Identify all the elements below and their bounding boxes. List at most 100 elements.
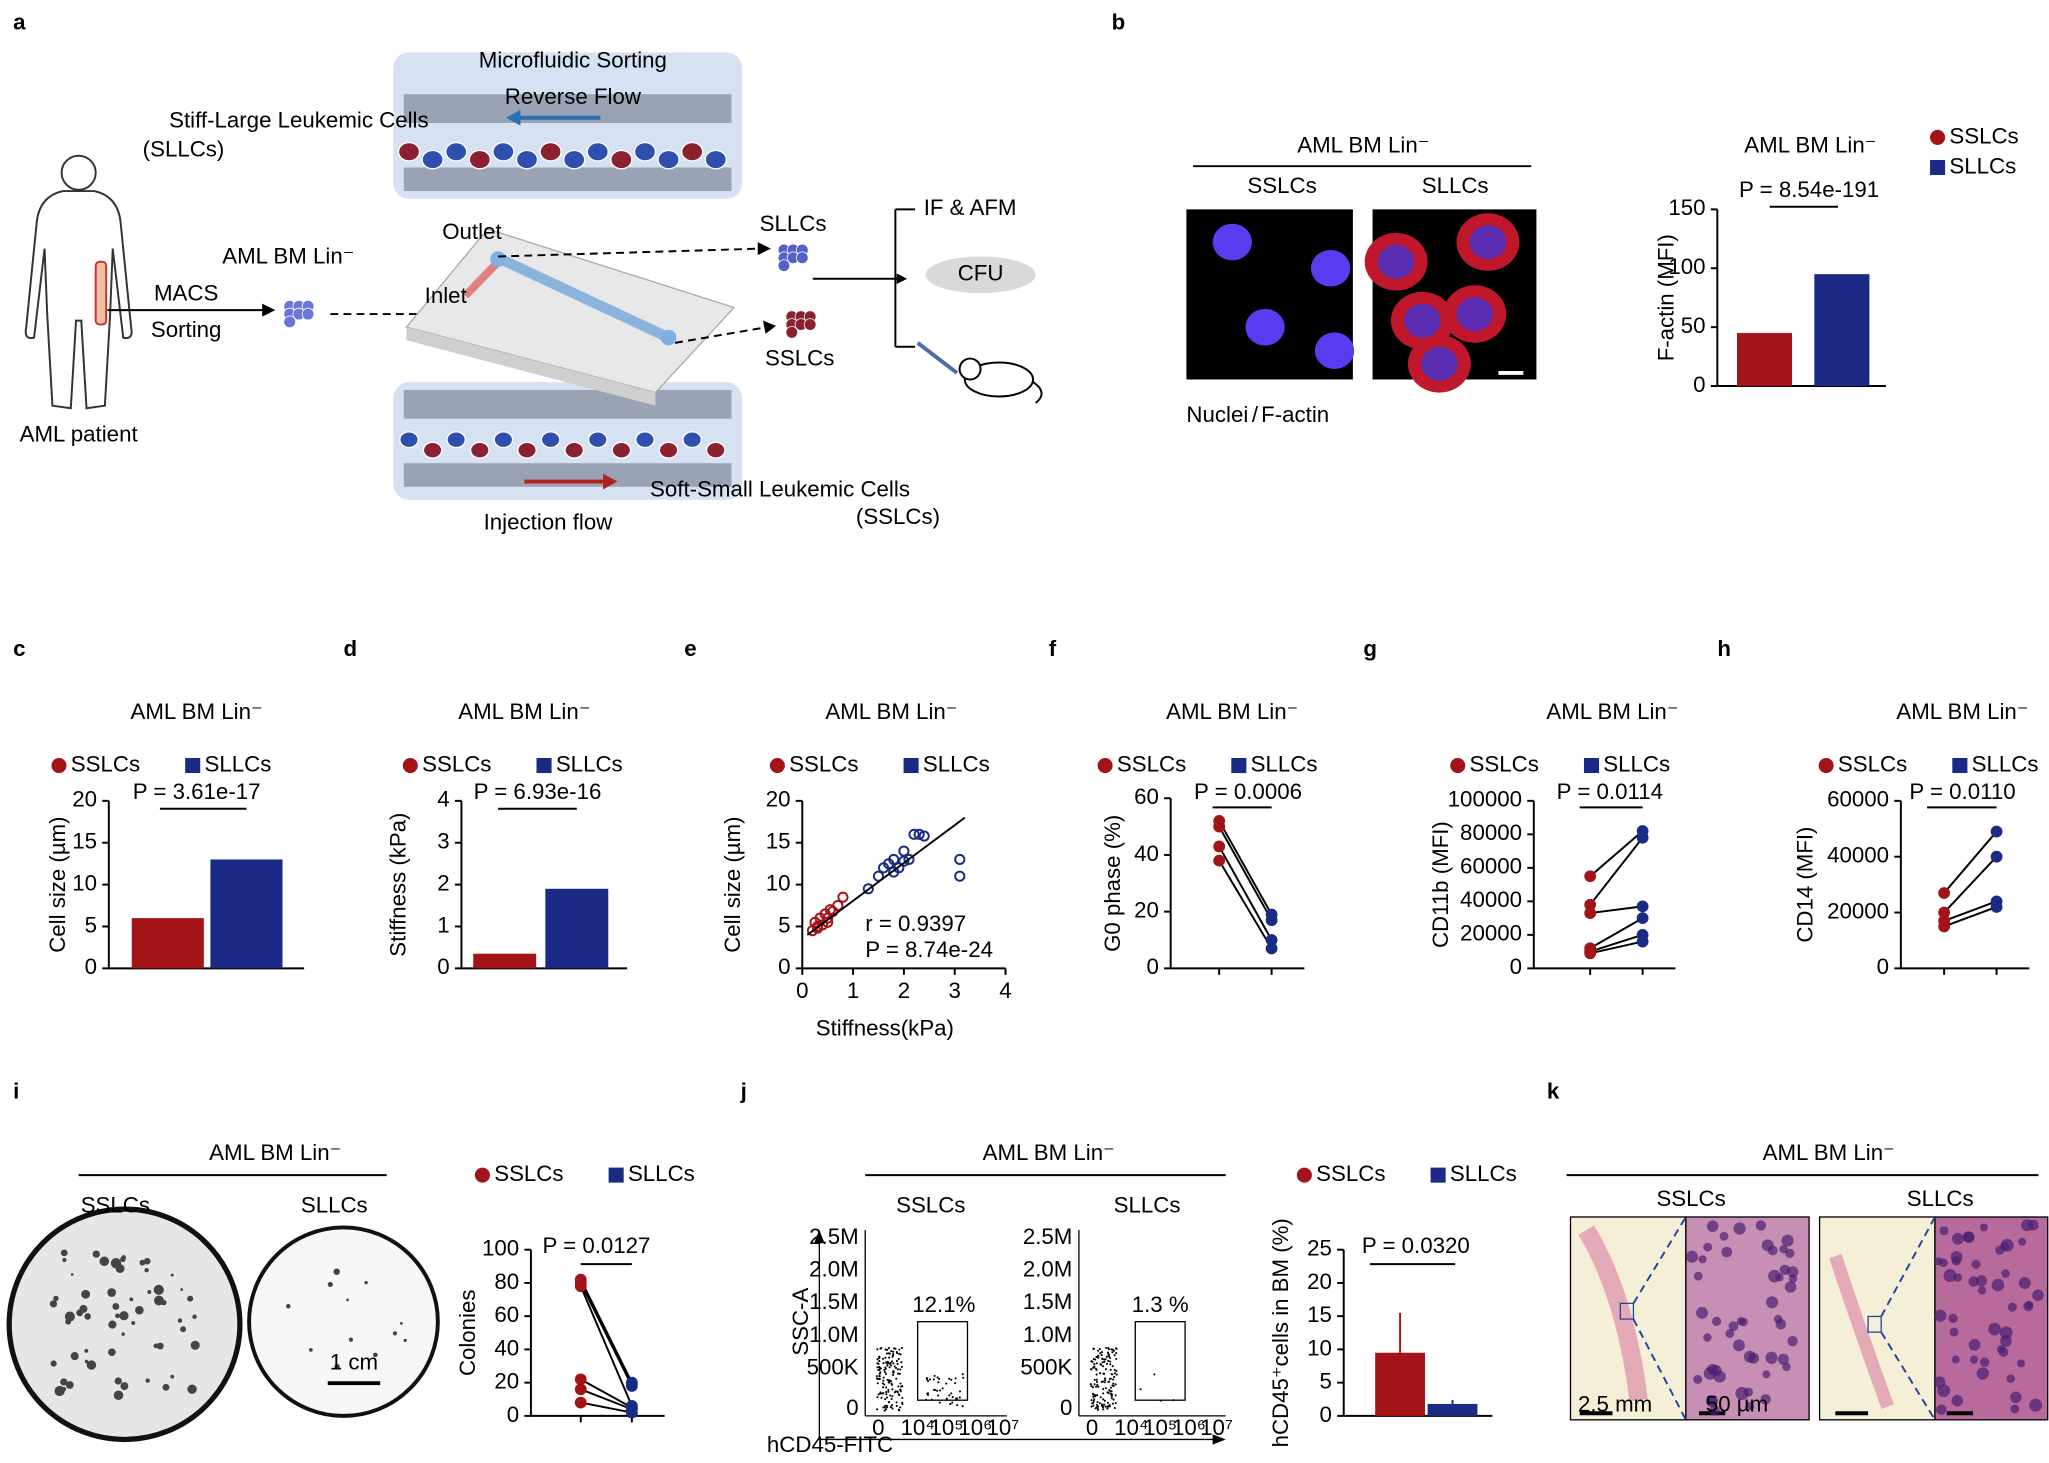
event bbox=[887, 1390, 890, 1393]
event bbox=[886, 1396, 889, 1399]
point bbox=[908, 828, 920, 840]
point bbox=[1213, 854, 1226, 867]
cell bbox=[1951, 1394, 1964, 1407]
cell bbox=[610, 149, 633, 170]
legend-marker bbox=[608, 1167, 624, 1183]
event bbox=[892, 1371, 895, 1374]
event bbox=[1103, 1360, 1106, 1363]
cell bbox=[2010, 1391, 2022, 1404]
event bbox=[1096, 1349, 1100, 1352]
event bbox=[891, 1388, 894, 1391]
colony bbox=[364, 1280, 368, 1285]
point bbox=[898, 855, 910, 867]
cell bbox=[1775, 1273, 1784, 1282]
event bbox=[1094, 1367, 1097, 1370]
y-tick-label: 15 bbox=[72, 829, 97, 854]
nucleus bbox=[1469, 225, 1507, 260]
point bbox=[1636, 912, 1649, 924]
event bbox=[1110, 1395, 1113, 1398]
colony bbox=[50, 1360, 57, 1367]
legend-label: SSLCs bbox=[789, 751, 858, 776]
event bbox=[939, 1389, 942, 1392]
event bbox=[1115, 1357, 1118, 1361]
y-tick-label: 10 bbox=[766, 870, 791, 895]
event bbox=[1092, 1366, 1095, 1369]
event bbox=[1103, 1358, 1106, 1361]
flow-tick: 10⁶ bbox=[958, 1415, 992, 1440]
point bbox=[1584, 907, 1597, 919]
event bbox=[1102, 1388, 1105, 1391]
flow-tick: 2.5M bbox=[1023, 1224, 1073, 1249]
event bbox=[1111, 1348, 1115, 1351]
cell bbox=[1728, 1321, 1739, 1332]
y-tick-label: 100 bbox=[482, 1236, 519, 1261]
event bbox=[876, 1408, 879, 1411]
event bbox=[1106, 1351, 1110, 1354]
event bbox=[1096, 1384, 1099, 1387]
event bbox=[1102, 1408, 1105, 1411]
cell bbox=[1971, 1259, 1981, 1269]
chart-title: AML BM Lin⁻ bbox=[1896, 699, 2028, 724]
event bbox=[1100, 1354, 1103, 1357]
pair-line bbox=[579, 1279, 633, 1384]
event bbox=[890, 1364, 893, 1367]
event bbox=[888, 1379, 891, 1382]
cell bbox=[1779, 1244, 1788, 1254]
event bbox=[1159, 1399, 1162, 1402]
event bbox=[883, 1409, 886, 1412]
colony bbox=[170, 1273, 174, 1277]
event bbox=[895, 1377, 898, 1380]
event bbox=[1100, 1351, 1104, 1354]
event bbox=[1089, 1368, 1093, 1371]
colony bbox=[60, 1378, 68, 1386]
event bbox=[894, 1347, 897, 1350]
cell bbox=[515, 149, 539, 170]
nucleus bbox=[1456, 297, 1494, 332]
event bbox=[1099, 1362, 1102, 1366]
point bbox=[1938, 906, 1951, 919]
colony bbox=[121, 1332, 125, 1336]
event bbox=[899, 1390, 902, 1393]
bar bbox=[473, 953, 537, 969]
y-tick-label: 60000 bbox=[1827, 787, 1889, 812]
event bbox=[1091, 1360, 1094, 1363]
event bbox=[891, 1354, 895, 1357]
event bbox=[898, 1352, 901, 1355]
event bbox=[884, 1404, 887, 1407]
event bbox=[1111, 1402, 1115, 1405]
cell bbox=[796, 251, 809, 265]
point bbox=[574, 1373, 587, 1386]
colony bbox=[162, 1383, 170, 1391]
colony bbox=[177, 1318, 183, 1323]
event bbox=[962, 1376, 965, 1379]
cell bbox=[587, 431, 608, 449]
chart-title: AML BM Lin⁻ bbox=[825, 699, 957, 724]
event bbox=[888, 1356, 891, 1359]
y-axis-label: CD11b (MFI) bbox=[1428, 821, 1453, 948]
label: SLLCs bbox=[1907, 1186, 1974, 1211]
event bbox=[896, 1368, 899, 1371]
event bbox=[1103, 1399, 1106, 1402]
colony bbox=[65, 1318, 72, 1325]
flow-tick: 1.0M bbox=[1023, 1322, 1073, 1347]
event bbox=[887, 1347, 891, 1350]
pair-line bbox=[1943, 856, 1998, 914]
cell bbox=[1968, 1276, 1979, 1287]
event bbox=[1113, 1354, 1116, 1357]
point bbox=[574, 1396, 587, 1409]
event bbox=[1092, 1395, 1095, 1398]
event bbox=[898, 1372, 901, 1375]
cell bbox=[1991, 1278, 2005, 1292]
legend-marker bbox=[1583, 757, 1600, 774]
colony bbox=[120, 1256, 126, 1263]
cell bbox=[1953, 1273, 1963, 1282]
point bbox=[1990, 901, 2003, 913]
annotation: P = 8.54e-191 bbox=[1739, 177, 1879, 202]
nucleus bbox=[1404, 303, 1441, 338]
cell bbox=[803, 318, 817, 331]
panel-label: g bbox=[1363, 636, 1377, 661]
cell bbox=[1935, 1404, 1947, 1415]
colony bbox=[399, 1321, 403, 1325]
